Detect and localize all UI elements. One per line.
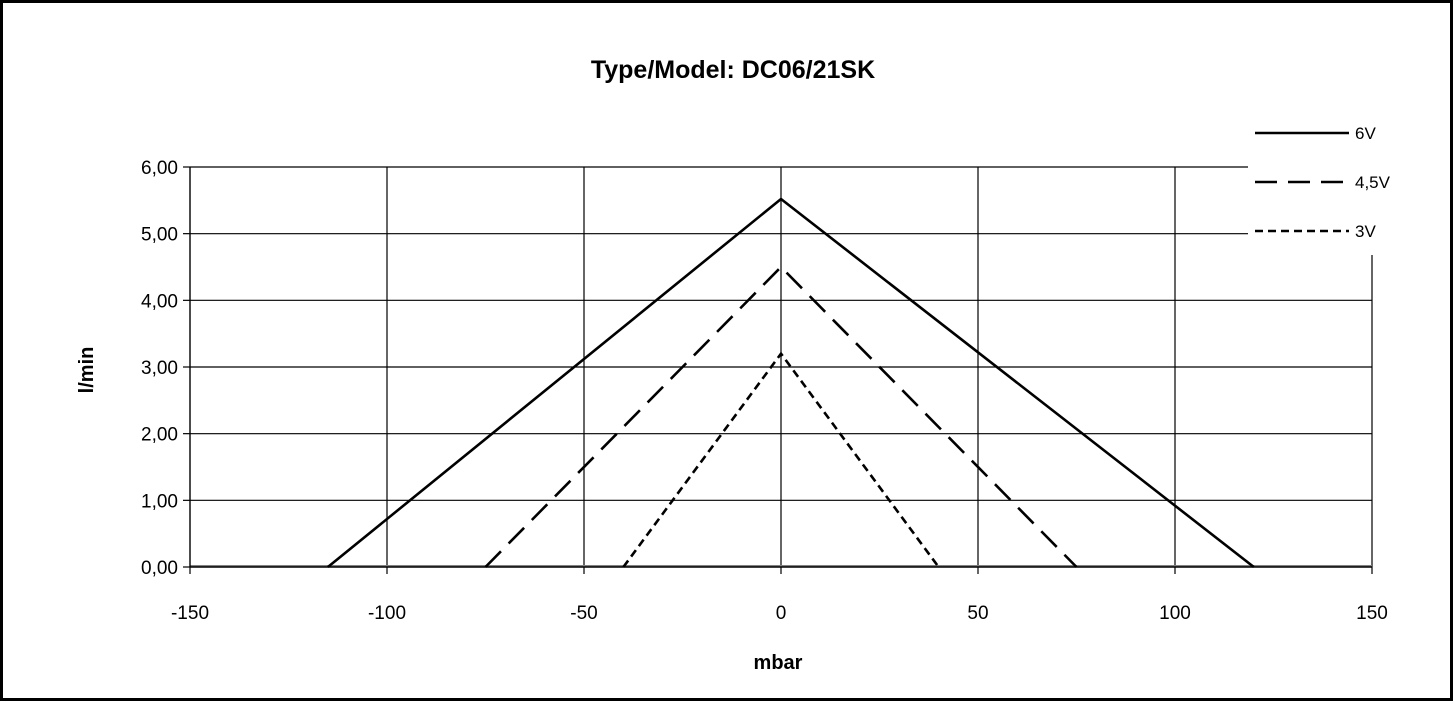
x-tick-label: -100 — [368, 603, 406, 624]
x-tick-label: 100 — [1159, 603, 1191, 624]
y-tick-label: 0,00 — [141, 558, 178, 579]
x-tick-label: 50 — [967, 603, 988, 624]
y-axis-title: l/min — [76, 347, 98, 394]
legend-background — [1248, 115, 1433, 255]
legend-label: 4,5V — [1355, 173, 1391, 192]
legend-label: 6V — [1355, 124, 1376, 143]
legend-label: 3V — [1355, 222, 1376, 241]
axis-layer: 0,00 1,00 2,00 3,00 4,00 5,00 6,00 -150 -100 -50 0… — [141, 158, 1388, 624]
x-axis-title: mbar — [754, 652, 803, 674]
grid-layer — [190, 167, 1372, 567]
x-tick-label: 150 — [1356, 603, 1388, 624]
legend: 6V 4,5V 3V — [1248, 115, 1433, 255]
y-tick-label: 2,00 — [141, 425, 178, 446]
y-tick-label: 5,00 — [141, 225, 178, 246]
series-line-0 — [328, 199, 1254, 567]
y-tick-label: 1,00 — [141, 491, 178, 512]
x-tick-label: -150 — [171, 603, 209, 624]
y-tick-label: 4,00 — [141, 291, 178, 312]
series-layer — [328, 199, 1254, 567]
chart-title: Type/Model: DC06/21SK — [591, 56, 875, 84]
x-tick-label: -50 — [570, 603, 597, 624]
y-tick-label: 6,00 — [141, 158, 178, 179]
x-tick-label: 0 — [776, 603, 787, 624]
chart-svg: Type/Model: DC06/21SK 0,00 1,00 2,00 3,00 4,… — [3, 3, 1450, 698]
y-tick-label: 3,00 — [141, 358, 178, 379]
